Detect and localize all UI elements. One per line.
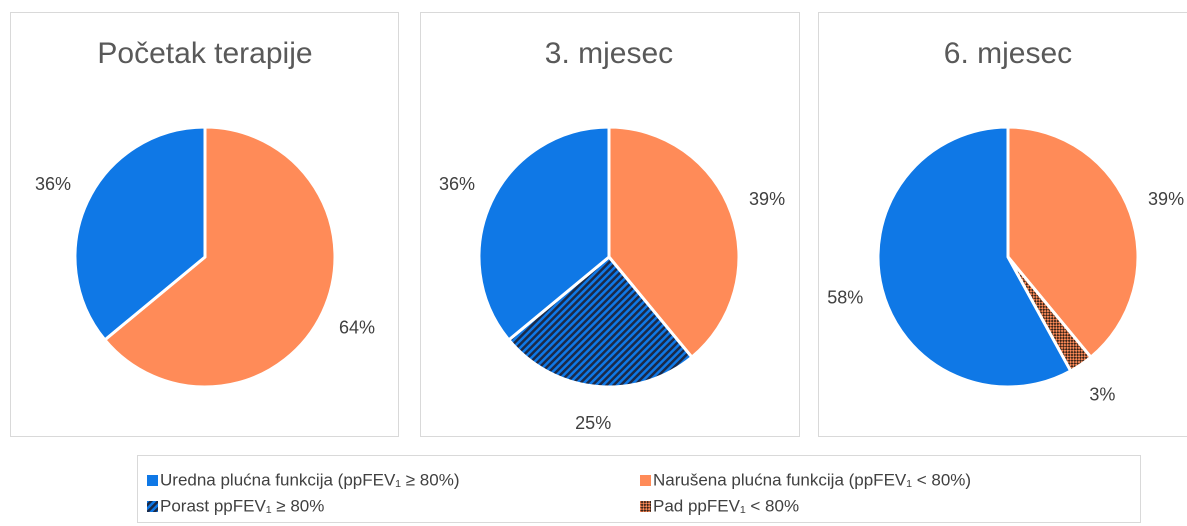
data-label: 25%: [575, 413, 611, 433]
data-label: 36%: [439, 174, 475, 194]
legend-swatch: [147, 501, 158, 512]
pie-slice: [73, 125, 207, 342]
legend-swatch: [640, 501, 651, 512]
chart-title: Početak terapije: [97, 37, 312, 70]
legend-label: Porast ppFEV₁ ≥ 80%: [160, 496, 324, 515]
pie-slice: [607, 125, 741, 359]
legend-box: [137, 455, 1141, 523]
data-label: 36%: [35, 174, 71, 194]
data-label: 58%: [827, 288, 863, 308]
legend-label: Pad ppFEV₁ < 80%: [653, 496, 799, 515]
data-label: 39%: [1148, 189, 1184, 209]
pie-slice: [1006, 125, 1140, 359]
data-label: 64%: [339, 317, 375, 337]
legend-swatch: [640, 475, 651, 486]
chart-title: 6. mjesec: [944, 37, 1072, 70]
pie-slice: [507, 255, 694, 389]
legend-swatch: [147, 475, 158, 486]
data-label: 39%: [749, 189, 785, 209]
pie-slice: [103, 125, 337, 389]
data-label: 3%: [1089, 385, 1115, 405]
pie-slice: [477, 125, 611, 342]
chart-title: 3. mjesec: [545, 37, 673, 70]
legend-label: Uredna plućna funkcija (ppFEV₁ ≥ 80%): [160, 470, 460, 489]
pie-slice: [876, 125, 1073, 389]
legend-label: Narušena plućna funkcija (ppFEV₁ < 80%): [653, 470, 971, 489]
